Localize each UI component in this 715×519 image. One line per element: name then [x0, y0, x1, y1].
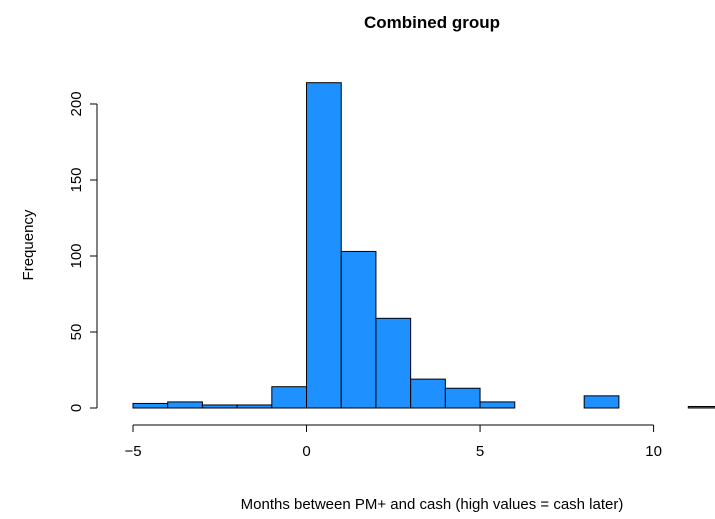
y-tick-label: 100	[68, 243, 85, 268]
y-tick-label: 0	[68, 404, 85, 412]
bar	[583, 395, 620, 409]
bar	[236, 404, 273, 409]
y-tick-label: 200	[68, 91, 85, 116]
y-tick-label: 50	[68, 324, 85, 341]
x-tick-label: 10	[645, 443, 662, 460]
y-axis-label: Frequency	[20, 209, 37, 280]
bar	[167, 401, 203, 409]
x-tick-label: 5	[476, 443, 484, 460]
bar	[340, 250, 377, 409]
y-tick-label: 150	[68, 167, 85, 192]
bar	[479, 401, 516, 409]
bar	[306, 82, 342, 409]
x-tick-label: −5	[124, 443, 141, 460]
bar	[375, 317, 412, 409]
x-axis-label: Months between PM+ and cash (high values…	[241, 496, 624, 513]
x-tick-label: 0	[302, 443, 310, 460]
bar	[687, 405, 715, 409]
chart-title: Combined group	[364, 13, 500, 32]
bar	[410, 378, 446, 409]
bar	[271, 386, 308, 409]
bar	[132, 402, 169, 409]
bar	[444, 387, 481, 409]
bar	[201, 404, 238, 409]
